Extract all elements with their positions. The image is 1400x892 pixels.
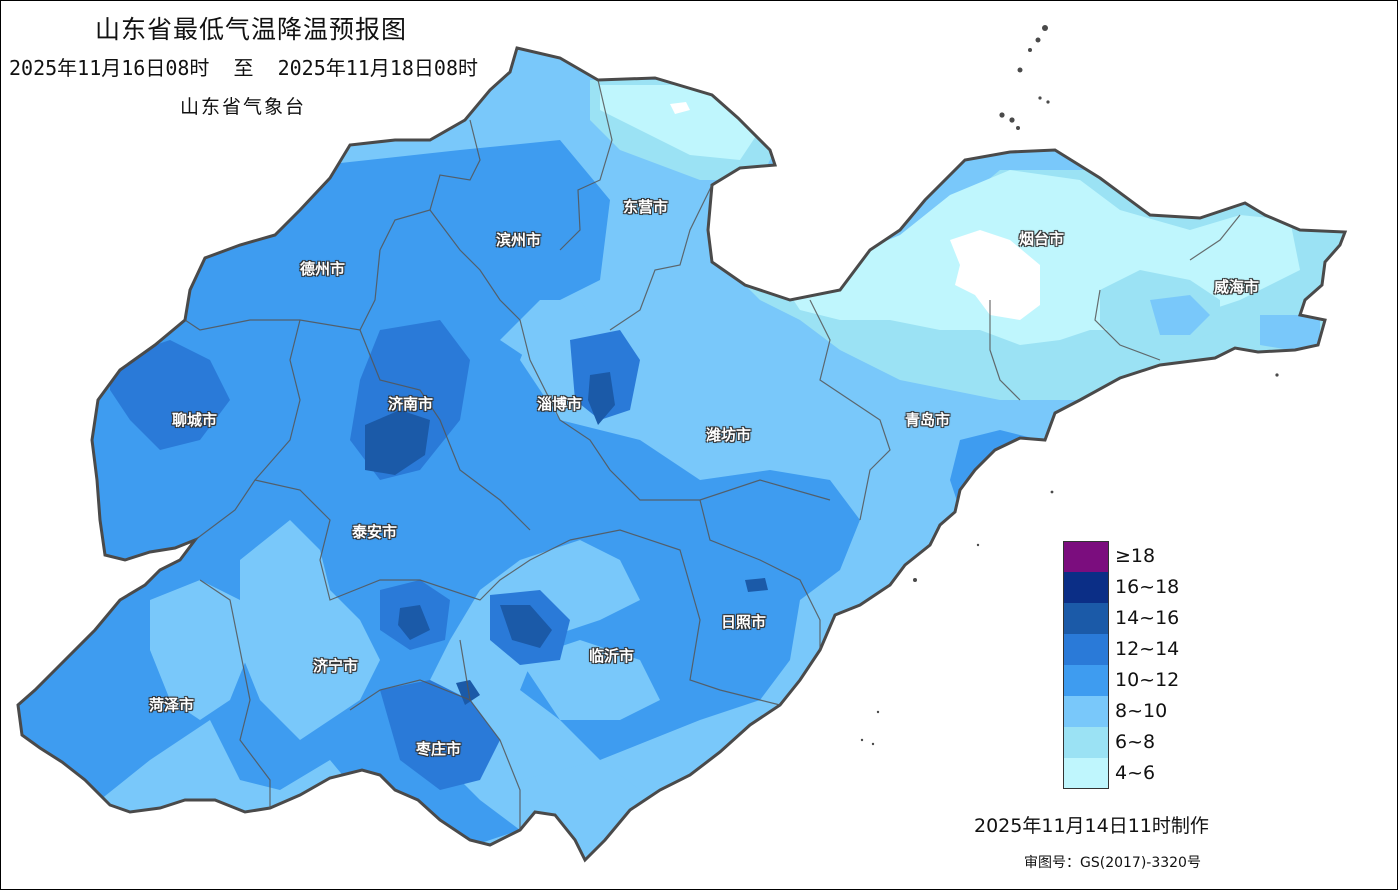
legend-swatch — [1063, 758, 1109, 789]
legend-swatch — [1063, 541, 1109, 572]
map-approval-number: 审图号：GS(2017)-3320号 — [1024, 855, 1201, 871]
legend-swatch — [1063, 727, 1109, 758]
city-label-zibo: 淄博市 — [537, 395, 583, 413]
city-label-yantai: 烟台市 — [1019, 230, 1065, 248]
legend-swatch — [1063, 572, 1109, 603]
legend-swatch — [1063, 603, 1109, 634]
legend-label: 14~16 — [1115, 607, 1180, 629]
legend-label: 10~12 — [1115, 669, 1180, 691]
legend-label: 6~8 — [1115, 731, 1156, 753]
city-label-jining: 济宁市 — [313, 657, 359, 675]
city-label-zaozhuang: 枣庄市 — [416, 740, 462, 758]
city-label-taian: 泰安市 — [352, 523, 398, 541]
legend-swatch — [1063, 634, 1109, 665]
city-label-liaocheng: 聊城市 — [172, 411, 218, 429]
map-title: 山东省最低气温降温预报图 — [95, 15, 408, 44]
city-label-linyi: 临沂市 — [589, 647, 635, 665]
legend-swatch — [1063, 665, 1109, 696]
city-label-weihai: 威海市 — [1214, 278, 1260, 296]
forecast-period: 2025年11月16日08时 至 2025年11月18日08时 — [9, 56, 478, 80]
legend-label: 16~18 — [1115, 576, 1180, 598]
city-label-jinan: 济南市 — [388, 395, 434, 413]
city-label-weifang: 潍坊市 — [706, 426, 752, 444]
legend-label: 4~6 — [1115, 762, 1156, 784]
production-time: 2025年11月14日11时制作 — [974, 815, 1209, 837]
city-label-dezhou: 德州市 — [300, 260, 346, 278]
city-label-binzhou: 滨州市 — [496, 231, 542, 249]
city-label-heze: 菏泽市 — [149, 696, 195, 714]
city-label-dongying: 东营市 — [623, 198, 669, 216]
city-label-qingdao: 青岛市 — [905, 411, 951, 429]
legend-label: 8~10 — [1115, 700, 1168, 722]
legend-swatch — [1063, 696, 1109, 727]
legend-label: ≥18 — [1115, 545, 1156, 567]
legend-label: 12~14 — [1115, 638, 1180, 660]
city-label-rizhao: 日照市 — [721, 613, 767, 631]
issuing-agency: 山东省气象台 — [180, 96, 307, 118]
